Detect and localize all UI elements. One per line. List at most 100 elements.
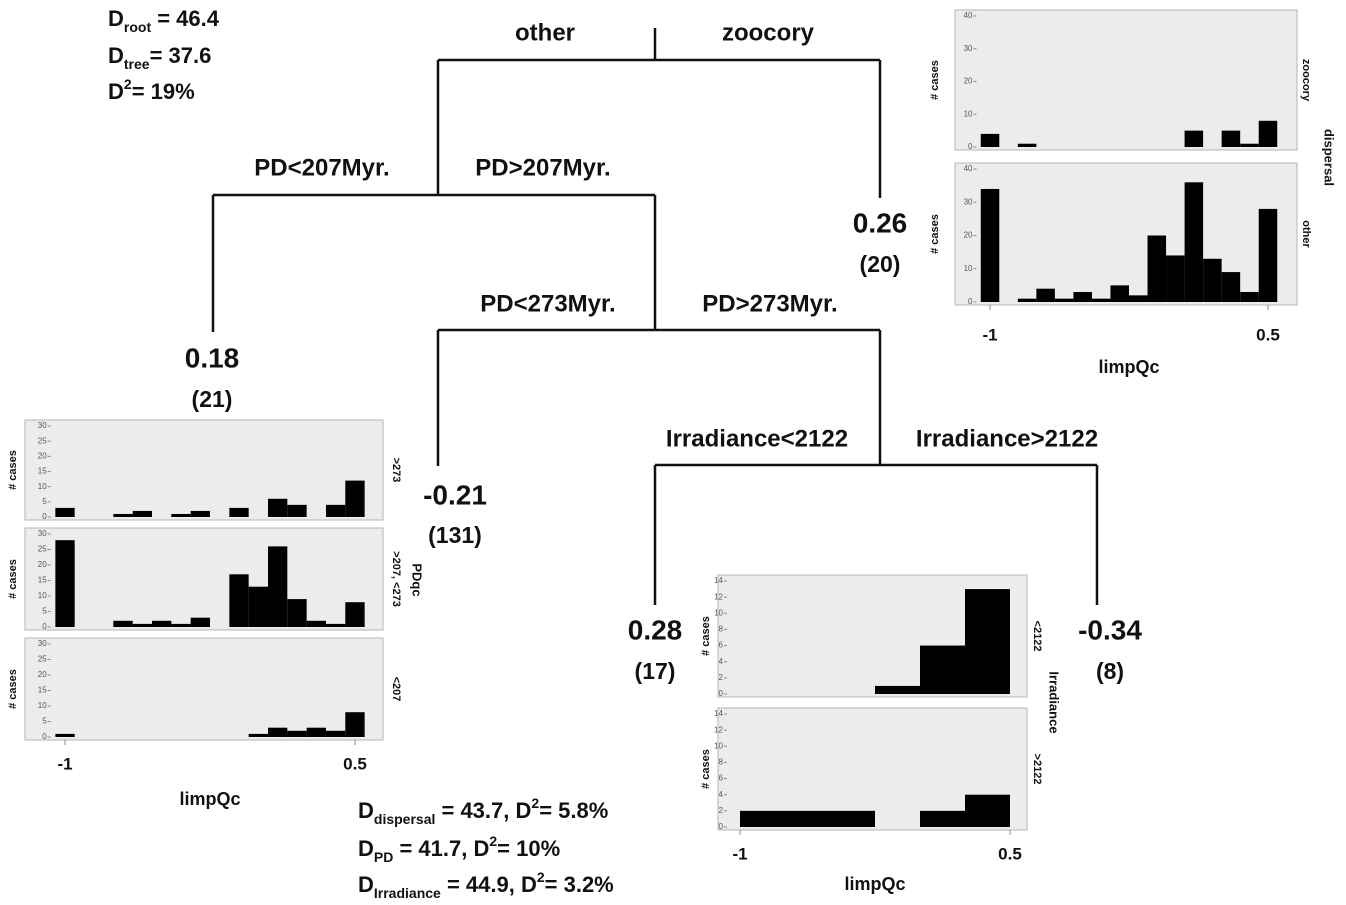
subscript: root <box>124 19 152 35</box>
split-label: Irradiance<2122 <box>666 425 848 452</box>
x-axis-label: limpQc <box>1098 357 1159 377</box>
text: D <box>358 836 374 861</box>
bar <box>1129 295 1148 302</box>
y-tick-label: 15 <box>38 686 47 695</box>
bar <box>190 617 210 627</box>
subscript: dispersal <box>374 811 435 827</box>
x-tick-label: -1 <box>732 844 747 863</box>
leaf-cases: (17) <box>635 658 676 684</box>
bar <box>1184 130 1204 147</box>
superscript: 2 <box>124 76 132 92</box>
factor-label: PDqc <box>410 563 425 596</box>
panel-label: other <box>1300 220 1312 248</box>
text: D <box>108 79 124 104</box>
y-tick-label: 10 <box>714 741 723 750</box>
text: = 10% <box>497 836 560 861</box>
bar <box>267 727 288 737</box>
text: D <box>108 43 124 68</box>
y-tick-label: 20 <box>38 670 47 679</box>
panel <box>24 527 384 631</box>
split-label: PD>273Myr. <box>702 290 837 317</box>
bar <box>325 504 346 517</box>
y-tick-label: 30 <box>964 197 973 206</box>
leaf-value: 0.18 <box>185 342 240 373</box>
y-tick-label: 30 <box>964 44 973 53</box>
y-tick-label: 10 <box>964 264 973 273</box>
y-axis-label: # cases <box>7 450 19 490</box>
y-tick-label: 10 <box>38 482 47 491</box>
y-axis-label: # cases <box>700 749 712 789</box>
split-label: PD<207Myr. <box>254 154 389 181</box>
bar <box>1147 235 1167 302</box>
bar <box>287 599 307 627</box>
bar <box>345 602 365 627</box>
leaf-value: -0.21 <box>423 479 487 510</box>
panel-label: >2122 <box>1031 754 1043 785</box>
y-tick-label: 25 <box>38 655 47 664</box>
bar <box>267 546 288 627</box>
superscript: 2 <box>531 795 539 811</box>
y-tick-label: 0 <box>968 297 973 306</box>
bar <box>171 513 191 517</box>
text: = 37.6 <box>150 43 212 68</box>
bar <box>980 133 1000 147</box>
y-tick-label: 5 <box>42 607 47 616</box>
y-axis-label: # cases <box>929 214 941 254</box>
bar <box>1110 285 1129 302</box>
bar <box>1240 143 1259 147</box>
text: D <box>358 798 374 823</box>
y-tick-label: 0 <box>968 142 973 151</box>
bar <box>325 730 346 737</box>
y-tick-label: 20 <box>964 77 973 86</box>
y-axis-label: # cases <box>7 669 19 709</box>
text: = 41.7, D <box>393 836 489 861</box>
y-tick-label: 20 <box>964 231 973 240</box>
leaf-value: 0.26 <box>853 207 908 238</box>
bar <box>113 620 133 627</box>
bar <box>1184 182 1204 302</box>
bar <box>229 574 249 627</box>
bar <box>980 188 1000 302</box>
y-tick-label: 30 <box>38 421 47 430</box>
panel-label: >207, <273 <box>390 551 402 607</box>
y-tick-label: 4 <box>719 790 724 799</box>
bar <box>965 794 1010 827</box>
panel-label: >273 <box>390 458 402 483</box>
y-tick-label: 20 <box>38 560 47 569</box>
y-axis-label: # cases <box>700 616 712 656</box>
y-tick-label: 40 <box>964 164 973 173</box>
panel-label: <2122 <box>1031 621 1043 652</box>
y-tick-label: 12 <box>714 592 723 601</box>
y-tick-label: 0 <box>42 512 47 521</box>
superscript: 2 <box>489 833 497 849</box>
leaf-cases: (20) <box>860 251 901 277</box>
bar <box>830 810 875 827</box>
bar <box>1203 258 1222 302</box>
y-tick-label: 14 <box>714 709 723 718</box>
bar <box>1240 292 1259 302</box>
bar <box>1258 208 1278 302</box>
superscript: 2 <box>537 869 545 885</box>
statistic: Ddispersal = 43.7, D2= 5.8% <box>358 795 608 827</box>
panel <box>954 9 1298 151</box>
leaf-value: 0.28 <box>628 614 683 645</box>
bar <box>287 504 307 517</box>
bar <box>171 623 191 627</box>
bar <box>920 645 965 694</box>
bar <box>248 733 268 737</box>
bar <box>229 507 249 517</box>
y-tick-label: 10 <box>38 591 47 600</box>
tree <box>211 28 1099 605</box>
y-tick-label: 5 <box>42 717 47 726</box>
x-tick-label: 0.5 <box>998 844 1022 863</box>
bar <box>785 810 830 827</box>
bar <box>132 510 153 517</box>
y-tick-label: 0 <box>719 689 724 698</box>
y-tick-label: 5 <box>42 497 47 506</box>
bar <box>325 623 346 627</box>
bar <box>306 727 326 737</box>
x-tick-label: 0.5 <box>343 754 367 773</box>
y-tick-label: 15 <box>38 576 47 585</box>
text: = 46.4 <box>151 6 220 31</box>
